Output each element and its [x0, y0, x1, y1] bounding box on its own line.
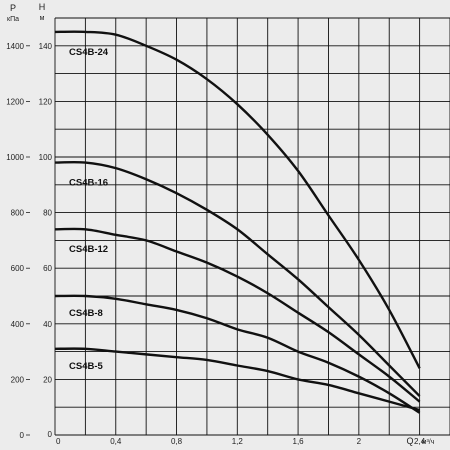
labels: 0 0,4 0,8 1,2 1,6 2 2,402040608010012014002004…: [6, 2, 435, 446]
x-tick-label: 0,8: [171, 437, 183, 446]
curves: [54, 30, 421, 414]
pressure-tick-label: 400: [11, 320, 25, 329]
series-label-cs4b-8: CS4B-8: [69, 308, 103, 319]
x-tick-label: 0,4: [110, 437, 122, 446]
x-tick-label: 2,4: [414, 437, 426, 446]
x-tick-label: 1,6: [293, 437, 305, 446]
head-tick-label: 80: [43, 209, 52, 218]
head-tick-label: 120: [39, 97, 53, 106]
head-tick-label: 60: [43, 264, 52, 273]
x-axis-label: Q: [406, 436, 413, 446]
grid: [26, 17, 450, 436]
series-label-cs4b-24: CS4B-24: [69, 47, 109, 58]
head-axis-unit: м: [40, 15, 45, 22]
pressure-tick-label: 1000: [6, 153, 24, 162]
pressure-tick-label: 1400: [6, 42, 24, 51]
x-tick-label: 1,2: [232, 437, 244, 446]
series-label-cs4b-16: CS4B-16: [69, 178, 108, 189]
head-tick-label: 20: [43, 375, 52, 384]
curve-cs4b-8: [54, 294, 421, 414]
pressure-axis-unit: кПа: [7, 16, 19, 23]
head-tick-label: 100: [39, 153, 53, 162]
curve-cs4b-24: [54, 30, 421, 369]
series-label-cs4b-5: CS4B-5: [69, 361, 104, 372]
series-label-cs4b-12: CS4B-12: [69, 244, 108, 255]
curve-cs4b-16: [54, 160, 421, 397]
pressure-tick-label: 1200: [6, 97, 24, 106]
pressure-tick-label: 800: [11, 209, 25, 218]
pressure-tick-label: 0: [20, 431, 25, 440]
head-tick-label: 40: [43, 320, 52, 329]
head-tick-label: 140: [39, 42, 53, 51]
pressure-axis-label: P: [10, 3, 16, 13]
x-axis-unit: м³/ч: [422, 439, 435, 446]
head-axis-label: H: [39, 2, 46, 12]
x-tick-label: 0: [56, 437, 61, 446]
pressure-tick-label: 600: [11, 264, 25, 273]
curve-cs4b-12: [54, 227, 421, 403]
head-tick-label: 0: [48, 430, 53, 439]
pressure-tick-label: 200: [11, 375, 25, 384]
x-tick-label: 2: [357, 437, 362, 446]
curve-cs4b-5: [54, 347, 420, 412]
